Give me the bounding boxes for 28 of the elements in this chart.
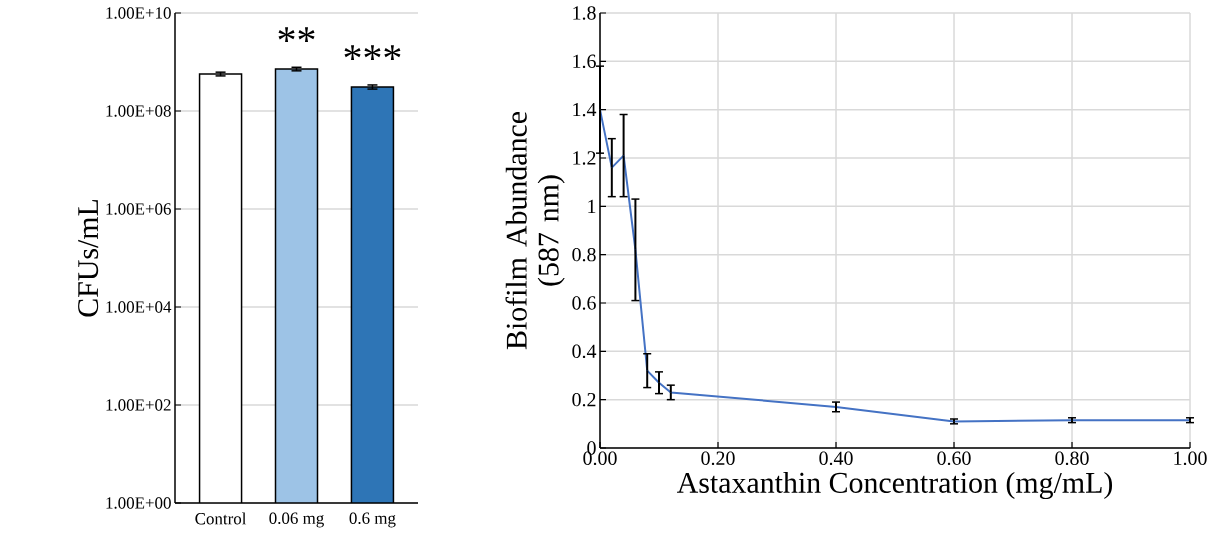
x-axis-title: Astaxanthin Concentration (mg/mL) — [677, 471, 1113, 500]
y-tick-label: 1.00E+04 — [106, 301, 172, 313]
y-axis-title: CFUs/mL — [78, 200, 99, 317]
x-tick-label: 0.6 mg — [349, 512, 396, 528]
y-tick-label: 1.00E+06 — [106, 203, 171, 215]
y-tick-label: 0.4 — [572, 344, 597, 359]
y-tick-label: 1.00E+00 — [106, 497, 171, 509]
y-tick-label: 1.8 — [573, 6, 596, 20]
y-tick-label: 1 — [588, 199, 596, 213]
annotation: *** — [344, 45, 401, 60]
x-tick-label: 1.00 — [1174, 451, 1207, 466]
y-tick-label: 1.4 — [573, 102, 597, 117]
y-tick-label: 1.00E+02 — [106, 399, 171, 411]
x-tick-label: 0.40 — [819, 451, 853, 466]
x-tick-label: 0.20 — [701, 451, 735, 466]
y-tick-label: 1.2 — [573, 151, 596, 165]
x-tick-label: 0.60 — [937, 451, 971, 466]
y-tick-label: 1.00E+10 — [106, 7, 171, 19]
x-tick-label: 0.80 — [1055, 451, 1089, 466]
y-tick-label: 0.8 — [572, 247, 596, 262]
y-tick-label: 0.6 — [572, 296, 596, 310]
annotation: ** — [278, 27, 315, 42]
y-axis-title: Biofilm Abundance (587 nm) — [505, 111, 565, 350]
x-tick-label: 0.06 mg — [269, 512, 324, 528]
y-tick-label: 0.2 — [572, 392, 596, 407]
x-tick-label: Control — [195, 512, 247, 525]
y-tick-label: 1.6 — [573, 54, 596, 69]
y-tick-label: 1.00E+08 — [106, 105, 171, 117]
